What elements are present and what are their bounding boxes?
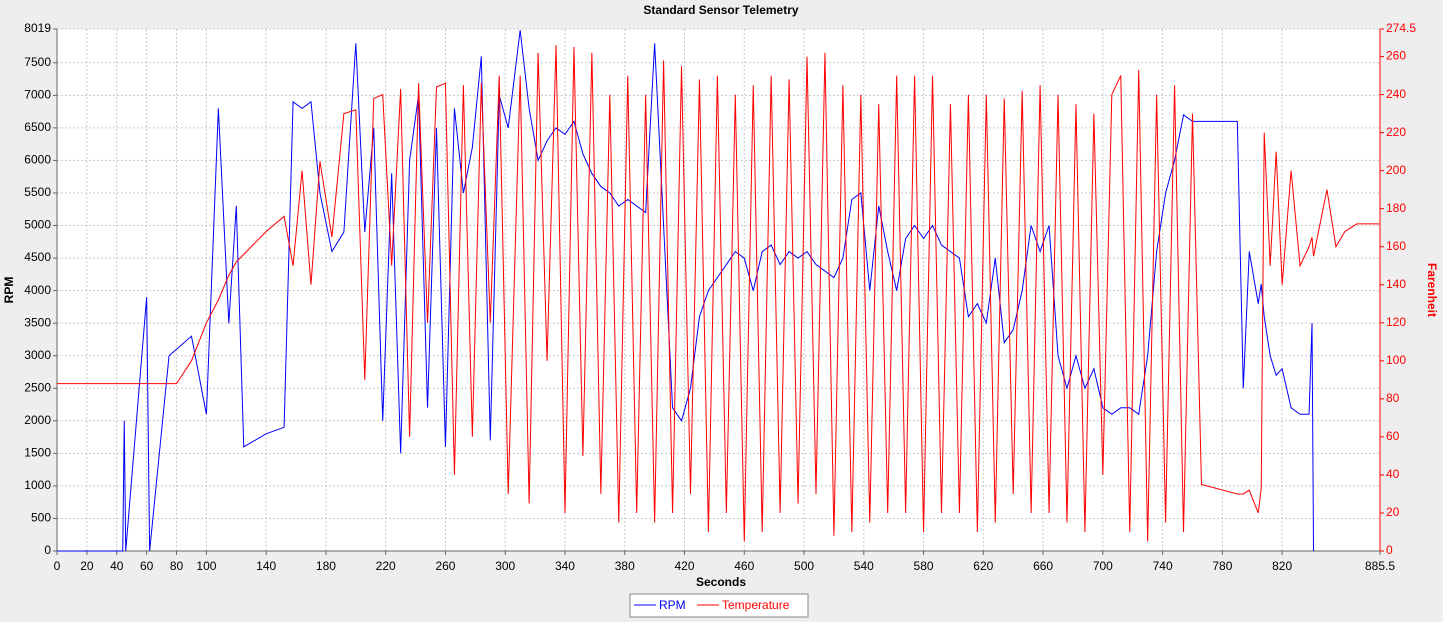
- x-tick-label: 660: [1033, 559, 1053, 573]
- chart-title: Standard Sensor Telemetry: [643, 3, 798, 17]
- x-tick-label: 20: [80, 559, 94, 573]
- y2-tick-label: 80: [1386, 391, 1400, 405]
- x-tick-label: 260: [435, 559, 455, 573]
- x-tick-label: 60: [140, 559, 154, 573]
- y-tick-label: 500: [31, 511, 51, 525]
- x-tick-label: 460: [734, 559, 754, 573]
- x-tick-label: 340: [555, 559, 575, 573]
- y-tick-label: 6500: [24, 120, 51, 134]
- y-axis-label: RPM: [2, 277, 16, 304]
- y2-tick-label: 20: [1386, 505, 1400, 519]
- y2-tick-label: 100: [1386, 353, 1406, 367]
- x-tick-label: 40: [110, 559, 124, 573]
- x-tick-label: 820: [1272, 559, 1292, 573]
- x-axis-label: Seconds: [696, 575, 746, 589]
- x-tick-label: 380: [615, 559, 635, 573]
- y2-tick-label: 0: [1386, 543, 1393, 557]
- y-tick-label: 2000: [24, 413, 51, 427]
- y2-tick-label: 260: [1386, 49, 1406, 63]
- y-tick-label: 1000: [24, 478, 51, 492]
- x-tick-label: 780: [1212, 559, 1232, 573]
- series-line: [57, 30, 1315, 552]
- y2-tick-label: 200: [1386, 163, 1406, 177]
- x-tick-label: 885.5: [1365, 559, 1395, 573]
- x-tick-label: 80: [170, 559, 184, 573]
- x-tick-label: 140: [256, 559, 276, 573]
- x-tick-label: 180: [316, 559, 336, 573]
- x-tick-label: 100: [196, 559, 216, 573]
- legend-label: RPM: [659, 598, 686, 612]
- x-tick-label: 500: [794, 559, 814, 573]
- y2-tick-label: 160: [1386, 239, 1406, 253]
- y-tick-label: 6000: [24, 153, 51, 167]
- y2-tick-label: 40: [1386, 467, 1400, 481]
- x-tick-label: 620: [973, 559, 993, 573]
- y-tick-label: 5500: [24, 185, 51, 199]
- y2-tick-label: 180: [1386, 201, 1406, 215]
- y2-tick-label: 220: [1386, 125, 1406, 139]
- x-tick-label: 540: [854, 559, 874, 573]
- y-tick-label: 1500: [24, 446, 51, 460]
- y-tick-label: 8019: [24, 21, 51, 35]
- y-tick-label: 4000: [24, 283, 51, 297]
- y2-tick-label: 140: [1386, 277, 1406, 291]
- y2-tick-label: 274.5: [1386, 21, 1416, 35]
- y2-tick-label: 120: [1386, 315, 1406, 329]
- y-tick-label: 2500: [24, 380, 51, 394]
- y-tick-label: 5000: [24, 218, 51, 232]
- y-tick-label: 3500: [24, 315, 51, 329]
- y-tick-label: 3000: [24, 348, 51, 362]
- x-tick-label: 300: [495, 559, 515, 573]
- x-tick-label: 580: [914, 559, 934, 573]
- y-tick-label: 0: [44, 543, 51, 557]
- y2-tick-label: 240: [1386, 87, 1406, 101]
- y-tick-label: 7500: [24, 55, 51, 69]
- x-tick-label: 0: [54, 559, 61, 573]
- x-tick-label: 740: [1153, 559, 1173, 573]
- y-tick-label: 7000: [24, 88, 51, 102]
- legend-label: Temperature: [722, 598, 790, 612]
- y2-axis-label: Farenheit: [1425, 263, 1439, 317]
- y-tick-label: 4500: [24, 250, 51, 264]
- x-tick-label: 420: [674, 559, 694, 573]
- x-tick-label: 220: [376, 559, 396, 573]
- x-tick-label: 700: [1093, 559, 1113, 573]
- y2-tick-label: 60: [1386, 429, 1400, 443]
- series-line: [57, 45, 1380, 542]
